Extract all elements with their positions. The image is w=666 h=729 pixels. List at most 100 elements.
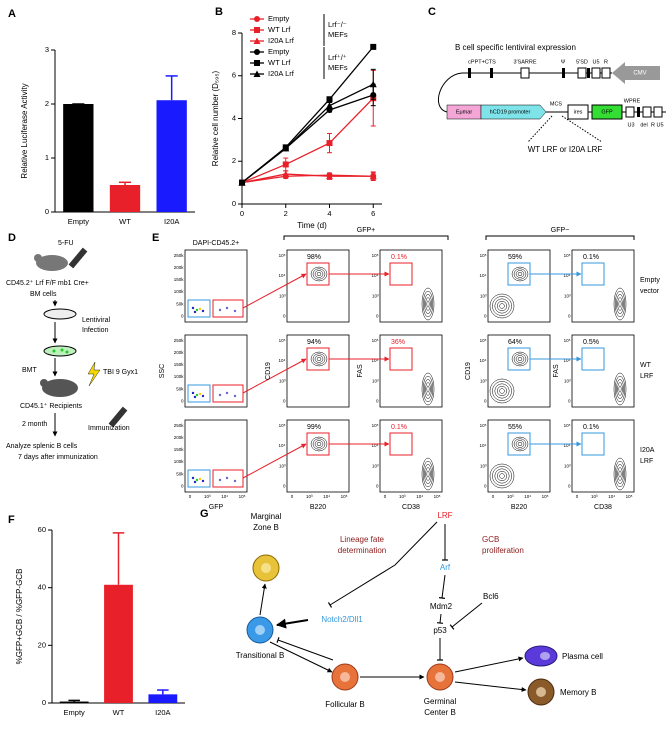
contour — [489, 463, 515, 489]
diagram-title: B cell specific lentiviral expression — [455, 43, 576, 52]
element-label: WPRE — [624, 98, 641, 104]
x-tick-label: 10³ — [204, 494, 211, 499]
contour — [511, 266, 529, 282]
y-tick-label: 10³ — [279, 463, 286, 468]
regulator-label: GCB — [482, 535, 499, 544]
y-tick-label: 20 — [38, 640, 46, 649]
step-label: Analyze splenic B cells — [6, 443, 78, 450]
insert-label: WT LRF or I20A LRF — [528, 145, 603, 154]
marker — [282, 144, 290, 152]
event-dot — [218, 393, 222, 397]
cell-label: Marginal — [251, 512, 282, 521]
cell-label: Transitional B — [236, 651, 285, 660]
contour — [421, 372, 435, 406]
plot-frame — [184, 249, 248, 323]
element-label: GFP — [601, 109, 613, 115]
y-tick-label: 0 — [283, 398, 286, 403]
x-tick-label: 10⁴ — [416, 494, 423, 499]
y-tick-label: 250k — [174, 338, 185, 343]
step-label: BMT — [22, 367, 38, 374]
contour — [513, 353, 527, 365]
x-tick-label: 10³ — [591, 494, 598, 499]
contour — [613, 287, 627, 321]
y-tick-label: 250k — [174, 253, 185, 258]
row-label: LRF — [640, 458, 653, 465]
step-label: CD45.2⁺ Lrf F/F mb1 Cre+ — [6, 279, 89, 287]
series-line — [241, 173, 374, 184]
contour — [310, 351, 328, 367]
y-tick-label: 0 — [568, 313, 571, 318]
plot-frame — [286, 249, 350, 323]
y-tick-label: 10³ — [564, 463, 571, 468]
plot-frame — [286, 334, 350, 408]
x-axis-label: Time (d) — [297, 221, 327, 230]
y-tick-label: 2 — [232, 156, 236, 165]
gate-percent: 94% — [307, 339, 321, 346]
gate — [389, 432, 413, 456]
y-tick-label: 10⁵ — [564, 253, 571, 258]
event-dot — [201, 394, 205, 398]
y-tick-label: 100k — [174, 374, 185, 379]
x-tick-label: 10⁵ — [542, 494, 549, 499]
gate — [187, 469, 211, 488]
y-tick-label: 50k — [176, 471, 184, 476]
y-tick-label: 150k — [174, 277, 185, 282]
gate-percent: 0.5% — [583, 339, 599, 346]
element-label: R — [604, 59, 608, 65]
event-dot — [198, 392, 202, 396]
gate-percent: 0.1% — [583, 254, 599, 261]
panel-label: C — [428, 6, 436, 18]
step-label: 2 month — [22, 421, 47, 428]
y-tick-label: 10³ — [564, 293, 571, 298]
event-dot — [191, 476, 195, 480]
element-label: del — [640, 122, 647, 128]
y-tick-label: 200k — [174, 350, 185, 355]
contour — [489, 293, 515, 319]
contour — [515, 270, 525, 278]
legend-group-label: Lrf⁺/⁺ — [328, 53, 347, 62]
y-tick-label: 0 — [45, 207, 49, 216]
contour — [312, 268, 326, 280]
cell-label: Memory B — [560, 688, 596, 697]
x-tick-label: 0 — [189, 494, 192, 499]
marker — [282, 161, 289, 168]
series-line — [241, 94, 374, 184]
plot-frame — [487, 249, 551, 323]
marker — [254, 27, 260, 33]
axis-label: CD19 — [465, 362, 472, 380]
gate — [212, 299, 244, 318]
element-label: U5 — [592, 59, 599, 65]
x-tick-label: 0 — [291, 494, 294, 499]
contour — [422, 375, 434, 403]
contour — [426, 300, 430, 308]
x-tick-label: 10⁵ — [341, 494, 348, 499]
x-tick-label: 10³ — [306, 494, 313, 499]
gate-percent: 0.1% — [583, 424, 599, 431]
cell-label: Germinal — [424, 697, 457, 706]
x-tick-label: Empty — [68, 217, 90, 226]
contour — [314, 355, 324, 363]
y-tick-label: 0 — [568, 398, 571, 403]
marker — [369, 172, 377, 180]
contour — [426, 470, 430, 478]
contour — [513, 438, 527, 450]
regulator-label: determination — [338, 546, 386, 555]
event-dot — [225, 476, 229, 480]
step-label: CD45.1⁺ Recipients — [20, 402, 83, 410]
bar — [59, 701, 89, 703]
x-tick-label: 0 — [576, 494, 579, 499]
workflow-diagram — [34, 247, 128, 437]
y-tick-label: 0 — [484, 483, 487, 488]
y-tick-label: 0 — [568, 483, 571, 488]
contour — [316, 272, 322, 276]
event-dot — [225, 306, 229, 310]
contour — [499, 473, 505, 479]
panel-label: B — [215, 6, 223, 18]
y-tick-label: 10⁴ — [480, 443, 487, 448]
x-tick-label: 10³ — [507, 494, 514, 499]
contour — [425, 467, 431, 481]
marker — [254, 60, 260, 66]
group-label: GFP− — [551, 227, 569, 234]
contour — [614, 375, 626, 403]
event-dot — [218, 478, 222, 482]
